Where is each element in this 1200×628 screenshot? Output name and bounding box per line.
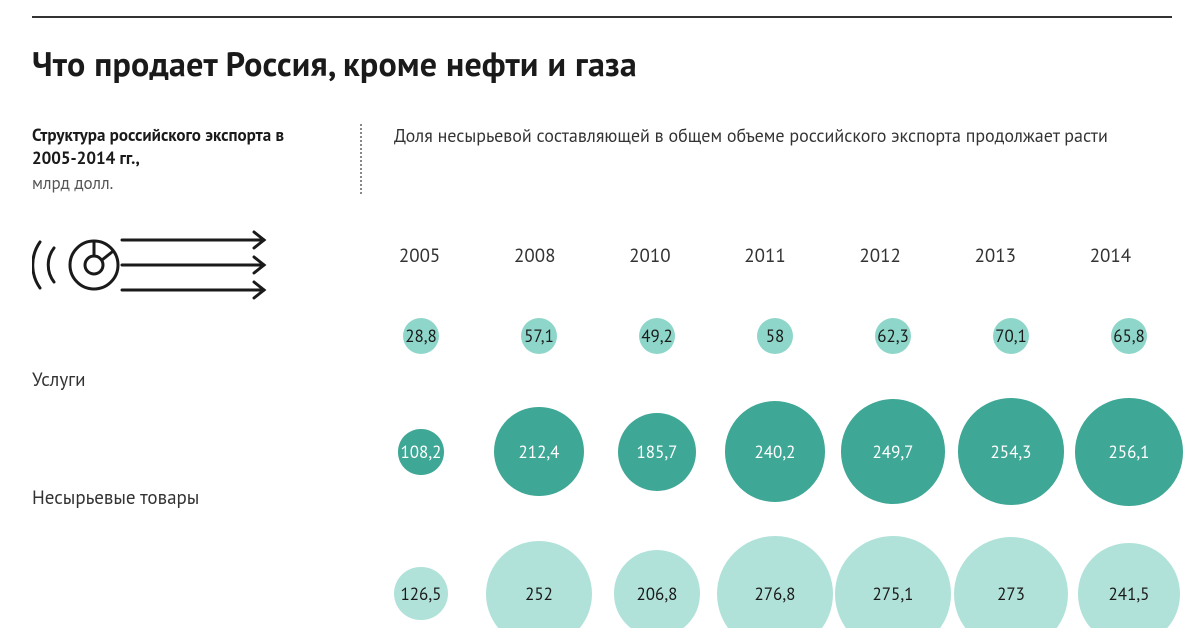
year-label: 2014 — [1053, 244, 1168, 268]
bubble-value: 241,5 — [1109, 583, 1150, 605]
export-icon — [32, 220, 282, 310]
bubble-value: 126,5 — [401, 583, 442, 605]
year-label: 2013 — [938, 244, 1053, 268]
meta-row: Структура российского экспорта в 2005-20… — [32, 124, 1168, 194]
bubble-value: 62,3 — [877, 325, 909, 347]
bubble-value: 256,1 — [1109, 441, 1150, 463]
bubble-value: 254,3 — [991, 441, 1032, 463]
page-title: Что продает Россия, кроме нефти и газа — [32, 42, 1168, 86]
bubble: 65,8 — [1111, 318, 1147, 354]
bubble: 254,3 — [958, 398, 1065, 505]
bubble: 28,8 — [403, 318, 439, 354]
left-heading: Структура российского экспорта в 2005-20… — [32, 124, 330, 170]
bubble: 212,4 — [494, 407, 583, 496]
bubble-value: 273 — [997, 583, 1025, 605]
bubble: 276,8 — [717, 536, 833, 628]
lead-text: Доля несырьевой составляющей в общем объ… — [392, 124, 1168, 149]
year-label: 2010 — [592, 244, 707, 268]
bubble: 57,1 — [521, 318, 557, 354]
bubble-value: 28,8 — [405, 325, 437, 347]
year-label: 2005 — [362, 244, 477, 268]
left-sub: млрд долл. — [32, 172, 330, 194]
bubble-value: 240,2 — [755, 441, 796, 463]
year-label: 2008 — [477, 244, 592, 268]
bubble: 58 — [757, 318, 793, 354]
bubble: 108,2 — [398, 429, 443, 474]
bubble: 249,7 — [841, 399, 946, 504]
bubble-value: 49,2 — [641, 325, 673, 347]
year-label: 2011 — [707, 244, 822, 268]
left-column: Структура российского экспорта в 2005-20… — [32, 124, 362, 194]
bubble: 256,1 — [1075, 398, 1183, 506]
bubble: 273 — [954, 537, 1069, 628]
bubble: 70,1 — [993, 318, 1029, 354]
bubble-value: 249,7 — [873, 441, 914, 463]
bubble-value: 212,4 — [519, 441, 560, 463]
bubble: 206,8 — [614, 550, 701, 628]
bubble: 185,7 — [618, 413, 696, 491]
bubble-value: 57,1 — [524, 325, 554, 347]
top-rule — [32, 16, 1172, 18]
bubble: 62,3 — [875, 318, 911, 354]
year-label: 2012 — [823, 244, 938, 268]
bubble-value: 185,7 — [637, 441, 678, 463]
bubble: 252 — [486, 541, 592, 628]
bubble-value: 275,1 — [873, 583, 914, 605]
row-label: Несырьевые товары — [32, 486, 199, 510]
bubble-grid: 28,8 108,2 126,5 57,1 212,4 252 49,2 185,7 206,8… — [362, 292, 1168, 628]
bubble-value: 252 — [525, 583, 553, 605]
bubble: 241,5 — [1078, 543, 1179, 628]
chart-area: 2005200820102011201220132014 Услуги Несыр… — [32, 216, 1168, 628]
bubble-value: 108,2 — [401, 441, 442, 463]
bubble: 126,5 — [394, 567, 447, 620]
right-column: Доля несырьевой составляющей в общем объ… — [362, 124, 1168, 194]
bubble-value: 65,8 — [1113, 325, 1145, 347]
bubble: 240,2 — [725, 401, 826, 502]
bubble: 275,1 — [835, 536, 951, 628]
years-row: 2005200820102011201220132014 — [362, 244, 1168, 268]
bubble-value: 206,8 — [637, 583, 678, 605]
bubble-value: 276,8 — [755, 583, 796, 605]
row-label: Услуги — [32, 368, 86, 392]
bubble-value: 70,1 — [995, 325, 1027, 347]
bubble-value: 58 — [766, 325, 785, 347]
bubble: 49,2 — [639, 318, 675, 354]
